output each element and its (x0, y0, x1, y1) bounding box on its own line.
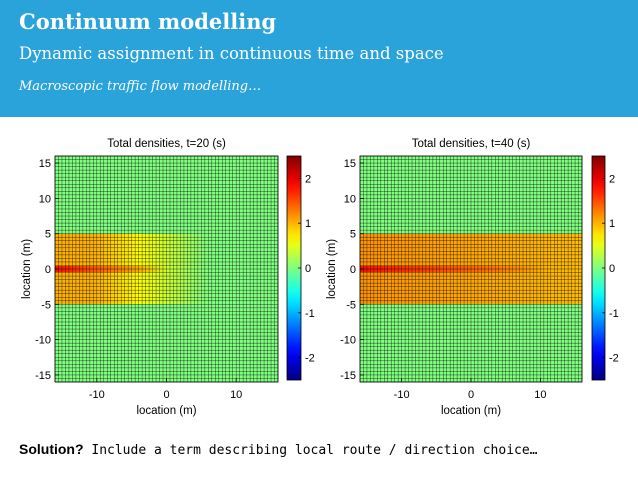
colorbar-tick-label: 2 (305, 173, 311, 185)
colorbar-tick-label: 2 (609, 173, 615, 185)
colorbar-tick-label: -2 (305, 353, 315, 365)
colorbar-tick-label: -1 (305, 308, 315, 320)
colorbar: -2 -1 0 1 2 (591, 155, 619, 381)
colorbar-tick-label: -1 (609, 308, 619, 320)
density-plot-2: Total densities, t=40 (s)-10 0 10-15-10-50… (326, 138, 619, 417)
colorbar-tick-label: -2 (609, 353, 619, 365)
chart-title: Total densities, t=20 (s) (107, 138, 226, 150)
y-axis-label: location (m) (326, 239, 338, 299)
slide-tagline: Macroscopic traffic flow modelling… (19, 79, 262, 94)
y-tick-label: 5 (45, 229, 51, 241)
x-tick-label: -10 (394, 389, 410, 401)
x-tick-label: 10 (230, 389, 242, 401)
y-tick-label: -10 (35, 335, 51, 347)
density-plot-1: Total densities, t=20 (s)-10 0 10-15-10-50… (21, 138, 315, 417)
colorbar-tick-label: 1 (305, 218, 311, 230)
slide-subtitle: Dynamic assignment in continuous time an… (19, 44, 444, 63)
solution-text: Include a term describing local route / … (91, 443, 538, 458)
x-tick-label: -10 (89, 389, 105, 401)
x-tick-label: 0 (163, 389, 169, 401)
y-tick-label: -5 (346, 299, 356, 311)
y-tick-label: 0 (350, 264, 356, 276)
x-axis-label: location (m) (136, 405, 196, 417)
y-tick-label: -10 (340, 335, 356, 347)
y-tick-label: 10 (344, 193, 356, 205)
y-tick-label: 5 (350, 229, 356, 241)
colorbar-tick-label: 1 (609, 218, 615, 230)
slide-title: Continuum modelling (19, 9, 277, 34)
chart-title: Total densities, t=40 (s) (412, 138, 531, 150)
mesh-grid (359, 155, 583, 383)
solution-label: Solution? (19, 441, 84, 457)
y-tick-label: 15 (39, 158, 51, 170)
y-tick-label: -15 (340, 370, 356, 382)
colorbar-tick-label: 0 (305, 263, 311, 275)
y-axis-label: location (m) (21, 239, 33, 299)
colorbar-tick-label: 0 (609, 263, 615, 275)
y-tick-label: 10 (39, 193, 51, 205)
y-tick-label: 15 (344, 158, 356, 170)
colorbar: -2 -1 0 1 2 (286, 155, 315, 381)
y-tick-label: -15 (35, 370, 51, 382)
density-figures: Total densities, t=20 (s)-10 0 10-15-10-50… (21, 138, 619, 417)
solution-note: Solution? Include a term describing loca… (19, 441, 538, 458)
x-tick-label: 0 (468, 389, 474, 401)
x-axis-label: location (m) (441, 405, 501, 417)
y-tick-label: -5 (41, 299, 51, 311)
slide-header (0, 0, 638, 117)
y-tick-label: 0 (45, 264, 51, 276)
x-tick-label: 10 (534, 389, 546, 401)
